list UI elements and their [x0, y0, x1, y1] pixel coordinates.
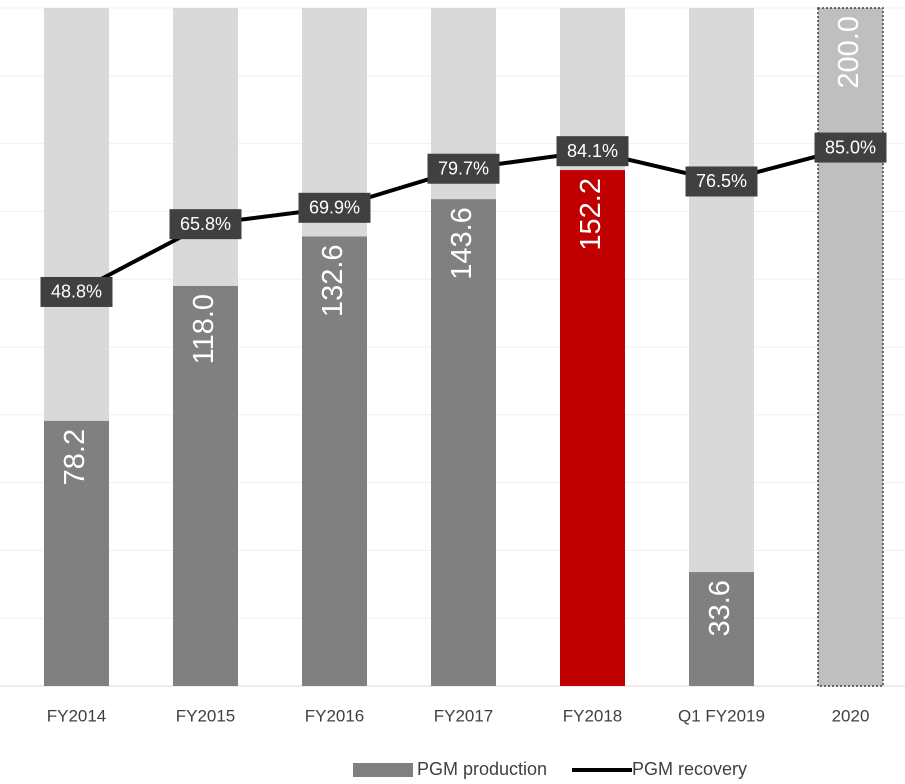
bar — [431, 199, 496, 687]
line-value-label: 48.8% — [51, 282, 102, 302]
line-label-box — [685, 166, 758, 197]
line-label-box — [40, 276, 113, 307]
bar-value-label: 143.6 — [446, 207, 478, 280]
x-tick-label: FY2016 — [305, 706, 365, 725]
line-label-box — [298, 192, 371, 223]
bar — [689, 572, 754, 686]
bar — [560, 170, 625, 687]
line-label-box — [169, 209, 242, 240]
legend-label: PGM recovery — [632, 759, 747, 779]
x-tick-label: FY2014 — [47, 706, 107, 725]
legend-swatch — [353, 763, 413, 777]
legend-label: PGM production — [417, 759, 547, 779]
x-tick-label: FY2018 — [563, 706, 623, 725]
line-value-label: 76.5% — [696, 171, 747, 191]
line-value-label: 85.0% — [825, 137, 876, 157]
bar-value-label: 33.6 — [704, 580, 736, 636]
bar-value-label: 78.2 — [59, 429, 91, 485]
line-value-label: 84.1% — [567, 141, 618, 161]
bar-value-label: 200.0 — [833, 16, 865, 89]
bar — [817, 7, 884, 687]
bar-value-label: 152.2 — [575, 178, 607, 251]
bar — [173, 285, 238, 686]
x-tick-label: FY2017 — [434, 706, 494, 725]
bar-value-label: 132.6 — [317, 244, 349, 317]
line-label-box — [427, 153, 500, 184]
bar — [44, 420, 109, 686]
line-value-label: 69.9% — [309, 198, 360, 218]
bar-value-label: 118.0 — [188, 294, 220, 364]
x-tick-label: 2020 — [832, 706, 870, 725]
line-label-box — [556, 136, 629, 167]
x-tick-label: FY2015 — [176, 706, 236, 725]
line-value-label: 79.7% — [438, 158, 489, 178]
line-label-box — [814, 132, 887, 163]
bar — [302, 236, 367, 686]
line-value-label: 65.8% — [180, 214, 231, 234]
x-tick-label: Q1 FY2019 — [678, 706, 765, 725]
